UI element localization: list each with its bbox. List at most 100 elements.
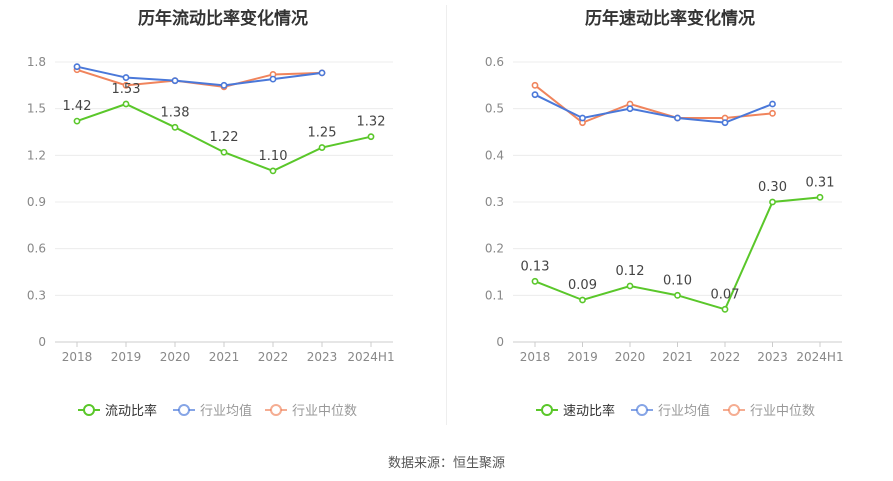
data-point[interactable] <box>318 144 326 151</box>
data-point[interactable] <box>626 282 634 290</box>
legend-item[interactable]: 速动比率 <box>536 403 615 419</box>
data-label: 1.38 <box>161 105 190 120</box>
series-line <box>534 84 773 124</box>
data-point[interactable] <box>269 75 277 83</box>
data-point[interactable] <box>531 277 539 285</box>
legend-item[interactable]: 行业中位数 <box>723 404 815 419</box>
legend-item[interactable]: 流动比率 <box>78 403 157 419</box>
data-point[interactable] <box>769 109 776 117</box>
data-point[interactable] <box>531 81 539 89</box>
data-label: 0.10 <box>663 273 692 288</box>
y-tick-label: 1.5 <box>27 102 46 116</box>
legend-label: 流动比率 <box>105 403 157 419</box>
series-line <box>534 93 773 124</box>
legend-item[interactable]: 行业均值 <box>173 403 252 419</box>
quick-ratio-chart-panel: 历年速动比率变化情况 0 0.1 0.2 0.3 0.4 0.5 0.6 2018 2019 20… <box>447 0 893 430</box>
series-industry-mean <box>531 91 776 127</box>
data-point[interactable] <box>73 117 81 125</box>
series-primary: 1.42 1.53 1.38 1.22 1.10 1.25 1.32 <box>63 82 386 175</box>
grid: 0 0.1 0.2 0.3 0.4 0.5 0.6 <box>485 55 842 349</box>
y-tick-label: 0.6 <box>27 242 46 256</box>
data-label: 1.53 <box>112 82 141 97</box>
legend-label: 行业中位数 <box>750 404 815 419</box>
y-tick-label: 0.4 <box>485 148 504 162</box>
legend-marker <box>83 404 95 416</box>
x-tick-label: 2019 <box>111 350 142 364</box>
data-source-label: 数据来源：恒生聚源 <box>387 456 505 471</box>
data-point[interactable] <box>674 114 681 122</box>
x-tick-label: 2020 <box>160 350 191 364</box>
current-ratio-chart-panel: 历年流动比率变化情况 0 0.3 0.6 0.9 1.2 1.5 1.8 2018 2019 20… <box>0 0 446 430</box>
chart-title: 历年流动比率变化情况 <box>138 9 308 29</box>
data-point[interactable] <box>816 193 824 201</box>
data-point[interactable] <box>122 81 130 89</box>
x-tick-label: 2024H1 <box>347 350 394 364</box>
x-tick-label: 2021 <box>662 350 693 364</box>
data-point[interactable] <box>171 123 179 131</box>
x-tick-label: 2021 <box>209 350 240 364</box>
x-tick-label: 2019 <box>567 350 598 364</box>
x-tick-label: 2023 <box>307 350 338 364</box>
chart-title: 历年速动比率变化情况 <box>585 9 755 29</box>
data-point[interactable] <box>73 63 81 71</box>
series-primary: 0.13 0.09 0.12 0.10 0.07 0.30 0.31 <box>521 175 835 313</box>
data-point[interactable] <box>220 148 228 156</box>
legend-marker <box>728 404 740 416</box>
y-tick-label: 0.5 <box>485 102 504 116</box>
data-point[interactable] <box>579 296 586 304</box>
data-label: 1.42 <box>63 99 92 114</box>
data-point[interactable] <box>122 100 130 108</box>
data-point[interactable] <box>269 167 277 175</box>
series-industry-mean <box>73 63 326 89</box>
data-point[interactable] <box>769 100 776 108</box>
data-point[interactable] <box>531 91 539 99</box>
legend-marker <box>270 404 282 416</box>
data-point[interactable] <box>721 119 729 127</box>
legend-marker <box>178 404 190 416</box>
y-tick-label: 0.9 <box>27 195 46 209</box>
data-label: 0.31 <box>806 175 835 190</box>
x-tick-label: 2018 <box>62 350 93 364</box>
legend: 速动比率 行业均值 行业中位数 <box>536 403 815 419</box>
data-point[interactable] <box>171 77 179 85</box>
series-line <box>76 65 323 87</box>
legend-label: 行业均值 <box>658 403 710 419</box>
data-point[interactable] <box>220 81 228 89</box>
data-label: 0.13 <box>521 259 550 274</box>
legend-item[interactable]: 行业均值 <box>631 403 710 419</box>
y-tick-label: 0.3 <box>27 288 46 302</box>
data-point[interactable] <box>721 305 729 313</box>
data-label: 0.30 <box>758 180 787 195</box>
data-label: 1.10 <box>259 149 288 164</box>
series-industry-median <box>531 81 776 127</box>
y-tick-label: 0.6 <box>485 55 504 69</box>
data-point[interactable] <box>318 69 326 77</box>
x-tick-label: 2022 <box>710 350 741 364</box>
data-label: 1.32 <box>357 115 386 130</box>
x-tick-label: 2024H1 <box>796 350 843 364</box>
panel-divider <box>446 5 447 425</box>
x-tick-label: 2020 <box>615 350 646 364</box>
data-point[interactable] <box>674 291 681 299</box>
data-label: 0.12 <box>616 264 645 279</box>
legend-label: 速动比率 <box>563 403 615 419</box>
legend-item[interactable]: 行业中位数 <box>265 404 357 419</box>
legend-label: 行业中位数 <box>292 404 357 419</box>
y-tick-label: 0.2 <box>485 242 504 256</box>
legend-marker <box>636 404 648 416</box>
data-point[interactable] <box>367 133 375 141</box>
data-point[interactable] <box>122 74 130 81</box>
x-tick-label: 2023 <box>757 350 788 364</box>
data-point[interactable] <box>626 105 634 113</box>
data-point[interactable] <box>579 114 586 122</box>
y-tick-label: 1.8 <box>27 55 46 69</box>
x-axis: 2018 2019 2020 2021 2022 2023 2024H1 <box>62 342 395 364</box>
legend: 流动比率 行业均值 行业中位数 <box>78 403 357 419</box>
x-axis: 2018 2019 2020 2021 2022 2023 2024H1 <box>520 342 844 364</box>
data-point[interactable] <box>769 198 776 206</box>
data-label: 0.07 <box>711 287 740 302</box>
y-tick-label: 0 <box>38 335 46 349</box>
legend-marker <box>541 404 553 416</box>
